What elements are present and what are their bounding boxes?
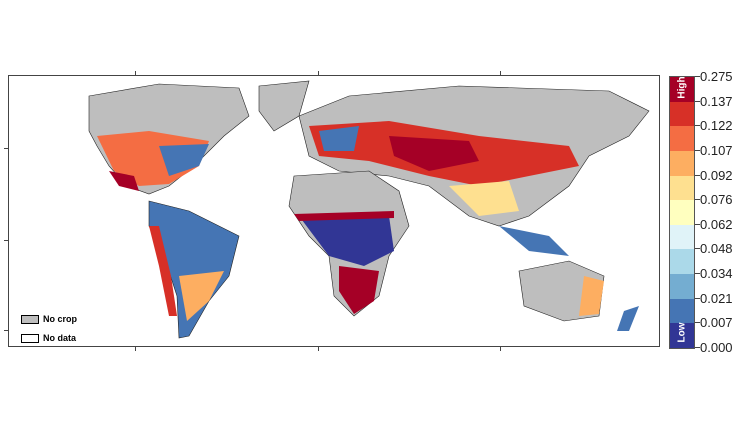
scale-tick <box>695 248 700 250</box>
color-class-1 <box>670 101 694 127</box>
scale-label: 0.007 <box>700 315 733 331</box>
scale-label: 0.021 <box>700 290 733 306</box>
high-label: High <box>676 76 688 99</box>
color-scale-bar <box>669 76 695 349</box>
scale-label: 0.076 <box>700 192 733 208</box>
no-data-swatch <box>21 333 39 343</box>
scale-label: 0.275 <box>700 69 733 84</box>
scale-label: 0.034 <box>700 266 733 282</box>
color-class-4 <box>670 175 694 201</box>
color-class-2 <box>670 126 694 152</box>
color-class-8 <box>670 274 694 300</box>
scale-tick <box>695 273 700 275</box>
scale-tick <box>695 76 700 77</box>
map-landmasses <box>88 80 650 339</box>
scale-tick <box>695 347 700 348</box>
world-map: No crop No data <box>8 75 660 347</box>
color-class-3 <box>670 150 694 177</box>
scale-tick <box>695 297 700 299</box>
scale-tick <box>695 149 700 151</box>
scale-tick <box>695 125 700 127</box>
scale-label: 0.107 <box>700 142 733 158</box>
scale-label: 0.137 <box>700 93 733 109</box>
legend-no-crop: No crop <box>21 314 77 324</box>
scale-tick <box>695 100 700 102</box>
scale-tick <box>695 174 700 176</box>
greenland <box>258 80 310 132</box>
color-class-6 <box>670 224 694 250</box>
color-class-10 <box>670 323 694 349</box>
scale-tick <box>695 223 700 225</box>
scale-label: 0.062 <box>700 216 733 232</box>
color-class-5 <box>670 200 694 226</box>
scale-tick <box>695 199 700 201</box>
scale-label: 0.000 <box>700 340 733 355</box>
scale-label: 0.122 <box>700 118 733 134</box>
scale-label: 0.092 <box>700 167 733 183</box>
legend-no-data: No data <box>21 333 76 343</box>
scale-label: 0.048 <box>700 241 733 257</box>
crop-north-america <box>97 131 209 186</box>
scale-tick <box>695 322 700 324</box>
low-label: Low <box>676 322 688 343</box>
color-class-7 <box>670 249 694 275</box>
no-crop-swatch <box>21 314 39 324</box>
color-class-9 <box>670 298 694 324</box>
color-class-0 <box>670 77 694 103</box>
